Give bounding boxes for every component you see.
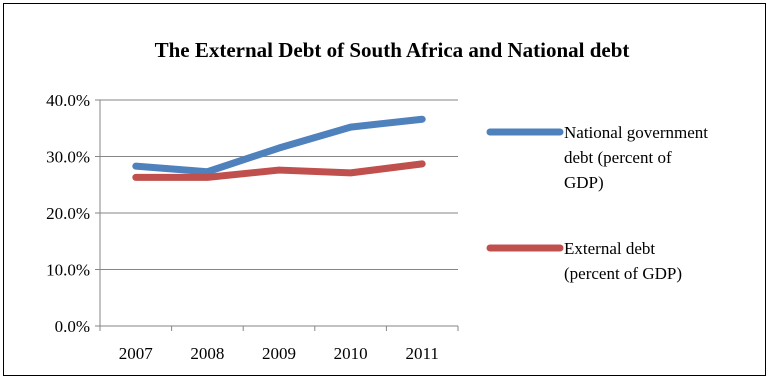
x-tick-label: 2009 (262, 344, 296, 363)
x-tick-label: 2007 (119, 344, 154, 363)
y-tick-label: 40.0% (46, 91, 90, 110)
axes (95, 99, 459, 331)
series-line (132, 115, 426, 176)
series-lines (132, 115, 426, 181)
y-tick-labels: 0.0% 10.0% 20.0% 30.0% 40.0% (46, 91, 90, 336)
series-line (132, 160, 426, 181)
legend-label: (percent of GDP) (564, 264, 682, 283)
legend-label: debt (percent of (564, 148, 672, 167)
x-tick-labels: 2007 2008 2009 2010 2011 (119, 344, 439, 363)
x-tick-label: 2011 (406, 344, 439, 363)
y-tick-label: 0.0% (55, 317, 90, 336)
chart-frame (3, 3, 766, 376)
y-tick-label: 20.0% (46, 204, 90, 223)
gridlines (100, 99, 458, 270)
y-tick-label: 10.0% (46, 261, 90, 280)
legend: National government debt (percent of GDP) E… (486, 123, 708, 283)
legend-label: External debt (564, 239, 655, 258)
y-tick-label: 30.0% (46, 148, 90, 167)
x-tick-label: 2010 (334, 344, 368, 363)
chart-title: The External Debt of South Africa and Na… (155, 38, 630, 62)
legend-label: National government (564, 123, 708, 142)
x-tick-label: 2008 (190, 344, 224, 363)
legend-label: GDP) (564, 173, 604, 192)
